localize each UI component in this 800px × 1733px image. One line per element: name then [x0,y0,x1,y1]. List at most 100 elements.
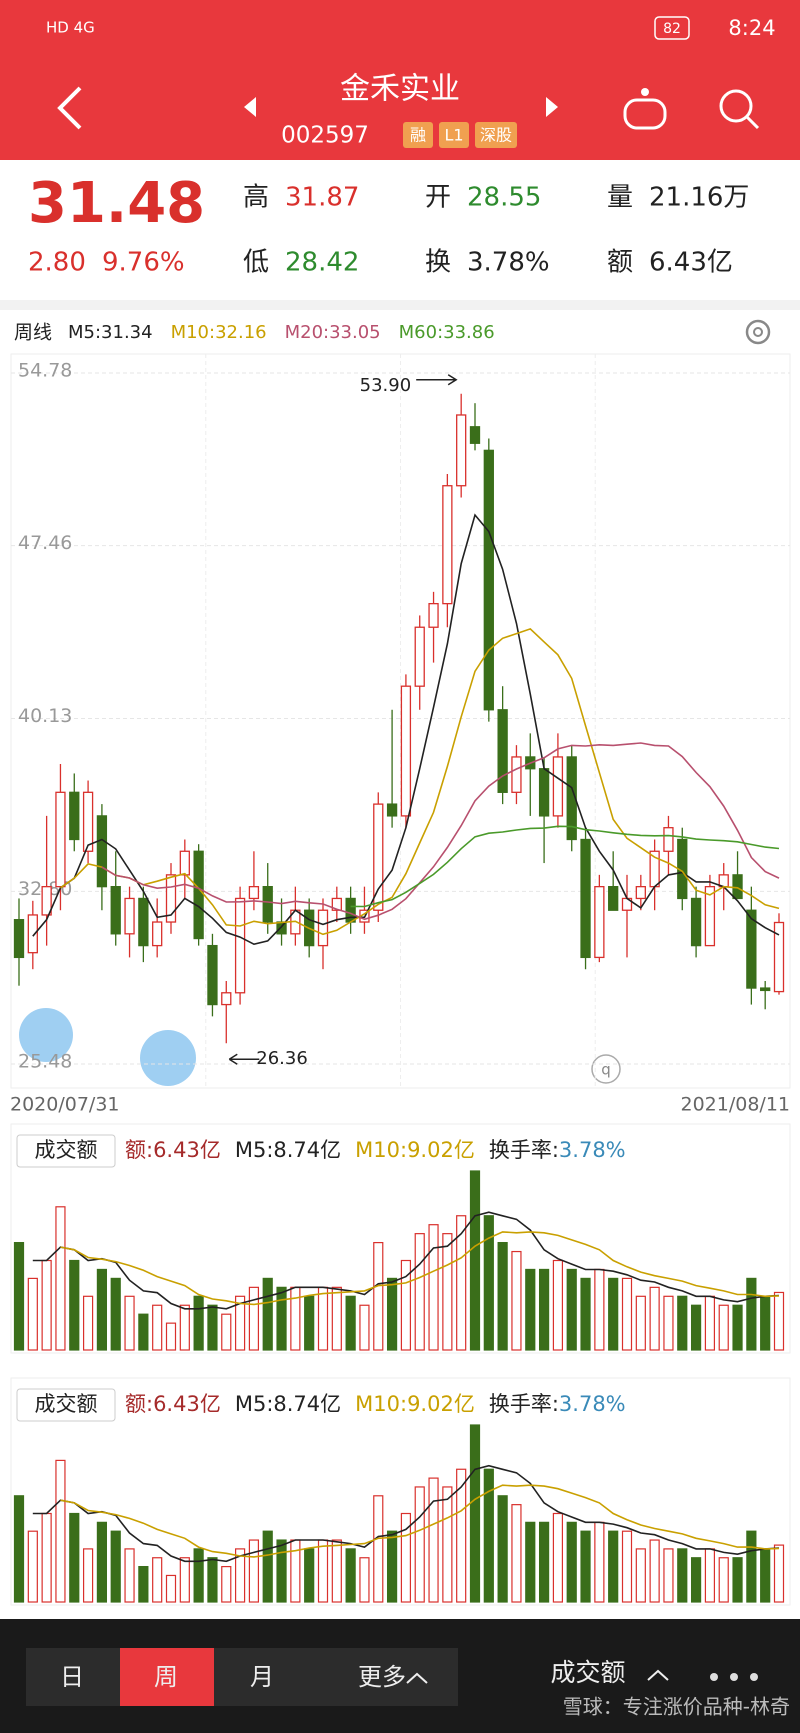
volume-bar [331,1539,342,1603]
status-time: 8:24 [728,16,775,40]
tag: L1 [444,126,463,145]
candle-body [414,626,425,687]
tab[interactable]: 周 [154,1663,178,1691]
robot-antenna [641,88,649,96]
volume-bar [317,1286,329,1351]
volume-bar [69,1259,80,1351]
ma-line [32,513,780,946]
candle-body [746,909,757,989]
volume-bar [207,1557,218,1603]
volume-bar [649,1286,660,1351]
tab-strip [26,1648,458,1706]
volume-bar [428,1224,439,1351]
volume-bar [718,1304,729,1351]
volume-bar [538,1521,550,1603]
float-button[interactable] [19,1008,73,1062]
q-button[interactable] [591,1054,621,1084]
volume-bar [635,1548,646,1603]
ma-label: M20:33.05 [285,322,381,343]
candle-body [511,756,522,793]
nav-right[interactable]: 成交额 [550,1658,625,1687]
vol-legend: 额:6.43亿 [125,1138,221,1162]
volume-bar [124,1548,135,1603]
candle-body [13,919,25,959]
volume-bar [207,1304,218,1351]
panel-frame [10,1377,791,1606]
volume-bar [442,1233,453,1351]
volume-bar [469,1424,481,1603]
volume-bar [27,1277,38,1351]
dot [710,1673,718,1681]
next-stock[interactable] [546,97,558,117]
candle-body [124,897,135,935]
volume-bar [538,1268,550,1351]
volume-bar [497,1241,508,1351]
candle-body [594,886,605,959]
vol-legend: M10:9.02亿 [355,1392,475,1416]
chevron [647,1669,669,1681]
candle-body [69,791,80,841]
volume-bar [124,1295,135,1351]
ma-label: M5:31.34 [68,322,153,343]
vol-title: 成交额 [35,1138,98,1162]
volume-bar [594,1268,605,1351]
tab[interactable]: 更多 [358,1663,406,1691]
volume-bar [483,1468,494,1603]
candle-body [55,791,66,888]
volume-bar [704,1548,716,1603]
volume-bar [193,1295,204,1351]
status-left: HD 4G [46,19,95,37]
price: 31.48 [28,171,205,236]
volume-bar [400,1259,412,1351]
field-label: 开 [425,183,451,213]
vol-legend: 额:6.43亿 [125,1392,221,1416]
field-label: 量 [607,183,633,213]
volume-bar [13,1241,25,1351]
volume-bar [511,1250,522,1351]
volume-bar [138,1565,149,1603]
volume-bar [345,1295,356,1351]
volume-bar [663,1295,674,1351]
volume-bar [359,1304,370,1351]
volume-bar [690,1304,702,1351]
volume-bar [221,1565,232,1603]
x-start: 2020/07/31 [10,1094,120,1116]
back-button[interactable] [57,86,82,130]
candle-body [138,897,149,947]
volume-bar [760,1548,771,1603]
vol-legend: 3.78% [559,1392,626,1416]
volume-bar [110,1530,121,1603]
volume-bar [304,1295,315,1351]
prev-stock[interactable] [244,97,256,117]
tag-bg [403,122,433,148]
ma-label: M10:32.16 [171,322,267,343]
volume-bar [82,1548,94,1603]
robot-icon[interactable] [623,88,667,130]
candle-body [773,921,785,993]
y-tick-label: 40.13 [18,705,72,727]
dot [730,1673,738,1681]
volume-bar [41,1512,52,1603]
candle-body [221,992,232,1006]
volume-bar [677,1548,688,1603]
volume-bar [456,1215,467,1351]
settings-icon[interactable] [745,319,771,345]
vol-title: 成交额 [35,1392,98,1416]
ma-line [60,627,780,936]
candle-body [704,886,716,947]
volume-bar [497,1495,508,1603]
tab[interactable]: 日 [60,1663,84,1691]
candle-body [110,886,121,935]
volume-bar [82,1295,94,1351]
expand-button[interactable] [140,1030,196,1086]
candle-body [234,897,246,994]
candle-body [497,709,508,793]
ma-line [350,825,780,908]
tab[interactable]: 月 [250,1663,274,1691]
volume-bar [152,1304,163,1351]
volume-bar [193,1548,204,1603]
volume-bar [552,1512,564,1603]
volume-bar [621,1277,633,1351]
search-icon[interactable] [719,89,760,130]
volume-bar [525,1268,536,1351]
